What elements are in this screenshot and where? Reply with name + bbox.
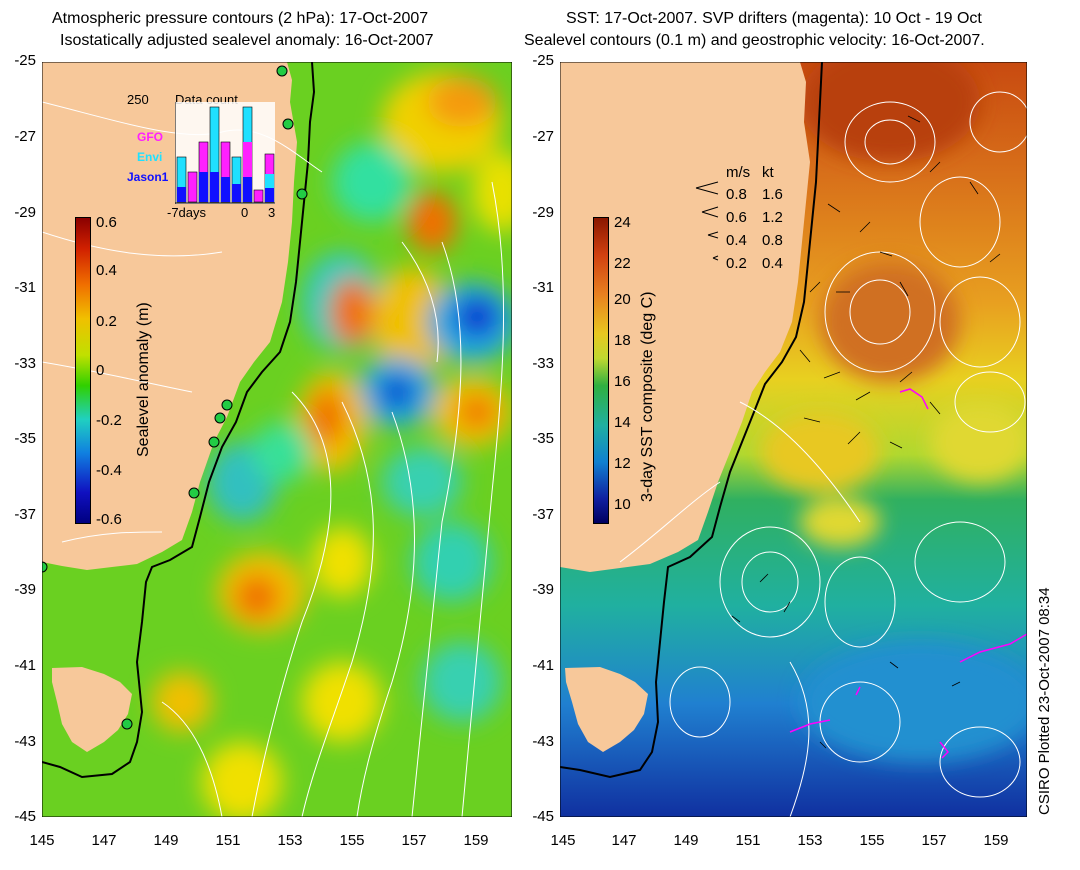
left-xtick-4: 153	[277, 832, 303, 849]
left-ytick-3: -31	[14, 279, 36, 296]
right-xtick-7: 159	[983, 832, 1009, 849]
velocity-legend: m/s kt 0.8 1.6 0.6 1.2 0.4 0.8 0.2 0.4	[692, 164, 802, 274]
inset-xtick-start: -7days	[167, 205, 207, 220]
left-cbar-tick-3: 0	[96, 362, 105, 379]
inset-max-label: 250	[127, 92, 149, 107]
sealevel-anomaly-map	[36, 61, 532, 822]
land-tasmania	[52, 667, 132, 752]
left-xtick-3: 151	[215, 832, 241, 849]
right-title-line2: Sealevel contours (0.1 m) and geostrophi…	[524, 32, 985, 49]
velocity-row-4-ms: 0.2	[726, 255, 747, 272]
velocity-row-2-kt: 1.2	[762, 209, 783, 226]
right-colorbar-label: 3-day SST composite (deg C)	[639, 291, 656, 502]
right-ytick-4: -33	[532, 355, 554, 372]
velocity-row-3-kt: 0.8	[762, 232, 783, 249]
right-title-line1: SST: 17-Oct-2007. SVP drifters (magenta)…	[566, 10, 982, 27]
inset-bar-chart	[175, 102, 275, 204]
right-cbar-tick-0: 24	[614, 214, 631, 231]
left-ytick-9: -43	[14, 733, 36, 750]
right-ytick-5: -35	[532, 430, 554, 447]
left-xtick-0: 145	[29, 832, 55, 849]
right-xtick-3: 151	[735, 832, 761, 849]
left-xtick-6: 157	[401, 832, 427, 849]
right-cbar-tick-1: 22	[614, 255, 631, 272]
velocity-legend-header-ms: m/s	[726, 164, 751, 181]
land-mainland	[560, 62, 810, 572]
right-cbar-tick-5: 14	[614, 414, 631, 431]
right-xtick-2: 149	[673, 832, 699, 849]
land-tasmania	[565, 667, 648, 752]
velocity-legend-arrows	[695, 181, 719, 261]
right-xtick-0: 145	[550, 832, 576, 849]
anomaly-field	[152, 72, 532, 822]
right-ytick-8: -41	[532, 657, 554, 674]
left-cbar-tick-6: -0.6	[96, 511, 122, 528]
right-cbar-tick-7: 10	[614, 496, 631, 513]
left-cbar-tick-1: 0.4	[96, 262, 117, 279]
left-title-line1: Atmospheric pressure contours (2 hPa): 1…	[52, 10, 429, 27]
credit-label: CSIRO Plotted 23-Oct-2007 08:34	[1036, 587, 1053, 815]
left-ytick-1: -27	[14, 128, 36, 145]
left-title-line2: Isostatically adjusted sealevel anomaly:…	[60, 32, 434, 49]
pressure-contours	[41, 101, 505, 818]
velocity-row-2-ms: 0.6	[726, 209, 747, 226]
left-ytick-8: -41	[14, 657, 36, 674]
velocity-row-1-kt: 1.6	[762, 186, 783, 203]
velocity-row-3-ms: 0.4	[726, 232, 747, 249]
left-ytick-6: -37	[14, 506, 36, 523]
right-map-panel: 24 22 20 18 16 14 12 10 3-day SST compos…	[559, 42, 1040, 818]
left-xtick-5: 155	[339, 832, 365, 849]
right-xtick-1: 147	[611, 832, 637, 849]
inset-xtick-zero: 0	[241, 205, 249, 220]
right-ytick-0: -25	[532, 52, 554, 69]
shelf-contour	[41, 61, 316, 779]
left-xtick-7: 159	[463, 832, 489, 849]
left-colorbar-label: Sealevel anomaly (m)	[135, 302, 152, 457]
left-colorbar	[75, 217, 91, 524]
right-cbar-tick-2: 20	[614, 291, 631, 308]
left-cbar-tick-0: 0.6	[96, 214, 117, 231]
left-cbar-tick-2: 0.2	[96, 313, 117, 330]
right-cbar-tick-6: 12	[614, 455, 631, 472]
right-xtick-4: 153	[797, 832, 823, 849]
left-cbar-tick-4: -0.2	[96, 412, 122, 429]
inset-legend-jason1: Jason1	[127, 170, 169, 184]
velocity-legend-header-kt: kt	[762, 164, 774, 181]
right-xtick-6: 157	[921, 832, 947, 849]
geostrophic-velocity-arrows	[731, 115, 1001, 749]
sealevel-contours	[619, 91, 1031, 818]
drifter-tracks	[789, 388, 1028, 759]
inset-legend-envi: Envi	[137, 150, 163, 164]
left-map-panel: 250 Data count GFO Envi Jason1	[36, 61, 532, 822]
left-ytick-2: -29	[14, 204, 36, 221]
right-cbar-tick-4: 16	[614, 373, 631, 390]
sst-features	[760, 42, 1040, 762]
right-ytick-1: -27	[532, 128, 554, 145]
right-ytick-9: -43	[532, 733, 554, 750]
sst-map	[559, 42, 1040, 818]
velocity-row-1-ms: 0.8	[726, 186, 747, 203]
right-colorbar	[593, 217, 609, 524]
coast-contour	[559, 61, 823, 779]
left-ytick-7: -39	[14, 581, 36, 598]
right-ytick-3: -31	[532, 279, 554, 296]
left-ytick-0: -25	[14, 52, 36, 69]
right-xtick-5: 155	[859, 832, 885, 849]
left-xtick-1: 147	[91, 832, 117, 849]
inset-legend-gfo: GFO	[137, 130, 163, 144]
velocity-row-4-kt: 0.4	[762, 255, 783, 272]
left-ytick-4: -33	[14, 355, 36, 372]
left-xtick-2: 149	[153, 832, 179, 849]
left-cbar-tick-5: -0.4	[96, 462, 122, 479]
data-count-inset: 250 Data count GFO Envi Jason1	[127, 92, 277, 242]
right-ytick-7: -39	[532, 581, 554, 598]
right-ytick-2: -29	[532, 204, 554, 221]
right-ytick-6: -37	[532, 506, 554, 523]
right-ytick-10: -45	[532, 808, 554, 825]
right-cbar-tick-3: 18	[614, 332, 631, 349]
left-ytick-10: -45	[14, 808, 36, 825]
inset-xtick-end: 3	[268, 205, 276, 220]
left-ytick-5: -35	[14, 430, 36, 447]
inset-bars	[176, 106, 275, 203]
